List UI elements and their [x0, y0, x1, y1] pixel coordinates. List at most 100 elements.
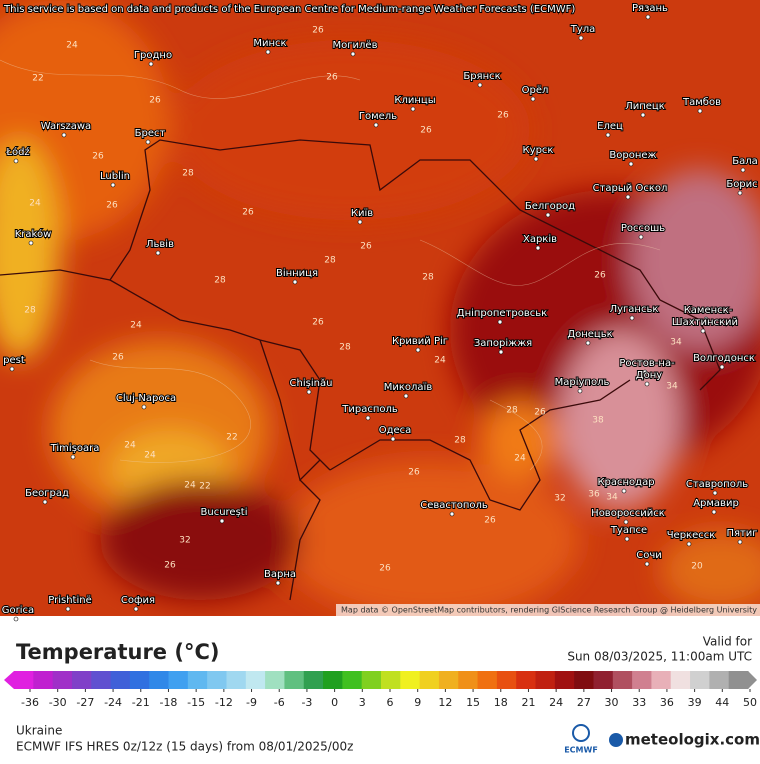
contour-label: 26 — [484, 516, 496, 526]
contour-label: 32 — [554, 494, 565, 504]
contour-label: 24 — [124, 441, 136, 451]
tick-label: -3 — [301, 696, 312, 709]
city-dot — [133, 606, 139, 612]
contour-label: 26 — [149, 96, 161, 106]
color-swatch — [400, 671, 421, 689]
bar-arrow-left — [4, 671, 14, 689]
tick-label: 3 — [359, 696, 366, 709]
city-dot — [700, 328, 706, 334]
color-swatch — [245, 671, 266, 689]
city-label: Липецк — [625, 101, 665, 112]
temperature-field — [0, 0, 760, 620]
city-dot — [623, 519, 629, 525]
contour-label: 24 — [66, 41, 78, 51]
city-dot — [275, 580, 281, 586]
color-swatch — [361, 671, 382, 689]
city-label: Севастополь — [420, 500, 488, 511]
city-dot — [686, 541, 692, 547]
city-dot — [621, 488, 627, 494]
credit-bg — [336, 604, 760, 616]
city-dot — [306, 389, 312, 395]
city-label: София — [121, 595, 155, 606]
city-dot — [629, 315, 635, 321]
color-swatch — [33, 671, 54, 689]
brand-icon — [609, 733, 623, 747]
city-dot — [740, 167, 746, 173]
city-label: Гродно — [134, 50, 172, 61]
city-dot — [42, 499, 48, 505]
color-swatch — [91, 671, 112, 689]
color-swatch — [110, 671, 131, 689]
city-label: pest — [3, 355, 25, 366]
city-label: Брест — [135, 128, 166, 139]
city-dot — [13, 158, 19, 164]
city-dot — [642, 369, 648, 375]
city-label: Туапсе — [610, 525, 647, 536]
city-label: Cluj-Napoca — [116, 393, 176, 404]
city-dot — [535, 245, 541, 251]
contour-label: 22 — [226, 433, 237, 443]
city-dot — [624, 536, 630, 542]
city-dot — [365, 415, 371, 421]
tick-label: 39 — [688, 696, 702, 709]
city-dot — [155, 250, 161, 256]
tick-label: 9 — [414, 696, 421, 709]
city-dot — [61, 132, 67, 138]
city-label: Клинцы — [394, 95, 435, 106]
city-label: Timișoara — [50, 443, 100, 454]
city-dot — [644, 561, 650, 567]
city-label: Шахтинский — [672, 317, 738, 328]
color-swatch — [14, 671, 34, 689]
city-label: Харків — [523, 233, 557, 245]
contour-label: 26 — [594, 271, 606, 281]
city-label: Минск — [253, 38, 286, 49]
legend-title: Temperature (°C) — [16, 640, 219, 664]
city-dot — [697, 108, 703, 114]
city-label: Елец — [597, 121, 623, 132]
city-label: Курск — [523, 145, 554, 156]
color-swatch — [728, 671, 749, 689]
city-dot — [13, 616, 19, 622]
city-label: Рязань — [632, 3, 668, 14]
tick-label: 6 — [387, 696, 394, 709]
brand: meteologix.com — [625, 731, 760, 749]
city-dot — [711, 509, 717, 515]
contour-label: 28 — [182, 169, 194, 179]
ecmwf-icon — [572, 724, 590, 742]
city-label: Донецьк — [567, 329, 612, 340]
city-dot — [640, 112, 646, 118]
color-swatch — [284, 671, 305, 689]
contour-label: 22 — [32, 74, 43, 84]
color-swatch — [516, 671, 537, 689]
city-dot — [403, 393, 409, 399]
valid-time: Sun 08/03/2025, 11:00am UTC — [567, 650, 752, 664]
tick-label: 24 — [549, 696, 563, 709]
tick-label: -36 — [21, 696, 39, 709]
city-label: Ростов-на- — [619, 358, 675, 369]
tick-label: 18 — [494, 696, 508, 709]
city-dot — [265, 49, 271, 55]
city-label: Запоріжжя — [474, 337, 532, 349]
contour-label: 26 — [326, 73, 338, 83]
color-swatch — [477, 671, 498, 689]
city-label: Львів — [146, 238, 174, 250]
city-label: Бала — [732, 156, 758, 167]
contour-label: 28 — [454, 436, 466, 446]
city-label: Пятиг — [726, 528, 757, 539]
valid-label: Valid for — [703, 635, 752, 649]
city-dot — [449, 511, 455, 517]
city-label: Тула — [570, 24, 596, 35]
city-dot — [390, 436, 396, 442]
color-swatch — [632, 671, 652, 689]
contour-label: 26 — [242, 208, 254, 218]
contour-label: 24 — [184, 481, 196, 491]
city-label: Дніпропетровськ — [457, 307, 547, 319]
contour-label: 26 — [106, 201, 118, 211]
city-dot — [533, 156, 539, 162]
city-dot — [28, 240, 34, 246]
contour-label: 34 — [606, 493, 618, 503]
city-dot — [545, 212, 551, 218]
color-swatch — [535, 671, 556, 689]
contour-label: 36 — [588, 490, 600, 500]
